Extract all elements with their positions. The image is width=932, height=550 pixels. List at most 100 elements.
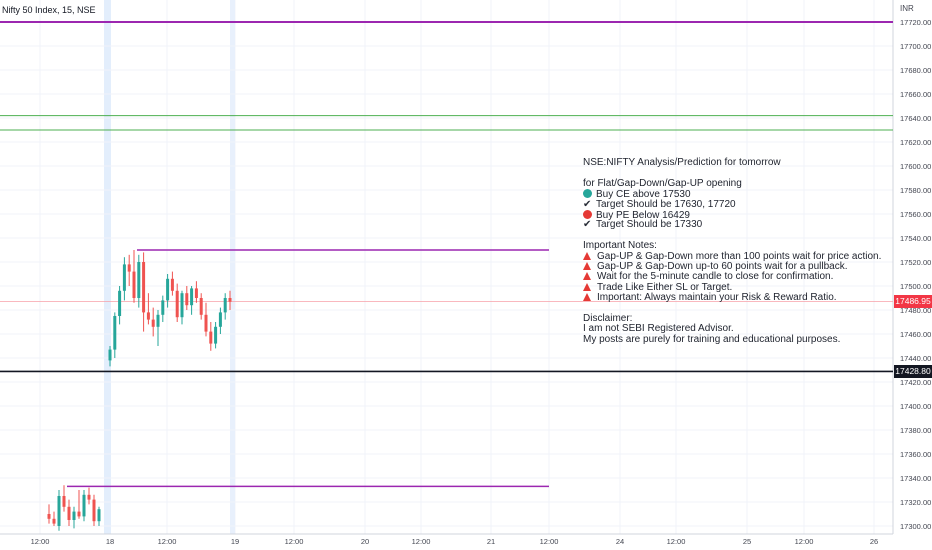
disclaimer-title: Disclaimer: xyxy=(583,312,633,324)
price-tick-label: 17440.00 xyxy=(900,354,931,363)
candle-body xyxy=(218,312,222,327)
candle-body xyxy=(132,271,136,298)
price-tick-label: 17700.00 xyxy=(900,42,931,51)
candle-body xyxy=(142,262,146,313)
time-tick-label: 20 xyxy=(361,537,369,546)
price-tick-label: 17500.00 xyxy=(900,282,931,291)
time-tick-label: 18 xyxy=(106,537,114,546)
candle-body xyxy=(67,506,71,520)
candle-body xyxy=(146,312,150,320)
candle-body xyxy=(47,514,51,519)
price-tick-label: 17460.00 xyxy=(900,330,931,339)
price-tick-label: 17300.00 xyxy=(900,522,931,531)
price-tick-label: 17340.00 xyxy=(900,474,931,483)
note-item: Gap-UP & Gap-Down more than 100 points w… xyxy=(583,251,881,262)
price-tick-label: 17660.00 xyxy=(900,90,931,99)
candle-body xyxy=(52,518,56,524)
plan-item: Buy CE above 17530 xyxy=(583,189,881,200)
candle-body xyxy=(170,278,174,291)
candle-body xyxy=(151,319,155,327)
check-mark-icon: ✔ xyxy=(583,198,592,210)
price-tick-label: 17680.00 xyxy=(900,66,931,75)
candle-body xyxy=(97,509,101,522)
price-tick-label: 17520.00 xyxy=(900,258,931,267)
candle-body xyxy=(190,288,194,306)
price-tick-label: 17620.00 xyxy=(900,138,931,147)
warning-icon xyxy=(583,272,591,281)
candle-body xyxy=(62,496,66,507)
candle-body xyxy=(82,494,86,517)
price-tick-label: 17420.00 xyxy=(900,378,931,387)
disclaimer-line: My posts are purely for training and edu… xyxy=(583,333,841,345)
session-band xyxy=(230,0,235,534)
time-tick-label: 26 xyxy=(870,537,878,546)
notes-title: Important Notes: xyxy=(583,240,657,252)
time-tick-label: 12:00 xyxy=(540,537,559,546)
time-tick-label: 12:00 xyxy=(412,537,431,546)
warning-icon xyxy=(583,282,591,291)
candle-body xyxy=(199,298,203,315)
plan-item: ✔ Target Should be 17630, 17720 xyxy=(583,198,736,210)
note-item: Trade Like Either SL or Target. xyxy=(583,282,881,293)
candle-body xyxy=(122,264,126,291)
analysis-annotation[interactable]: NSE:NIFTY Analysis/Prediction for tomorr… xyxy=(583,157,881,345)
candle-body xyxy=(161,300,165,315)
check-mark-icon: ✔ xyxy=(583,219,592,231)
candle-body xyxy=(108,349,112,361)
candle-body xyxy=(57,496,61,526)
green-circle-icon xyxy=(583,189,592,199)
plan-item: Buy PE Below 16429 xyxy=(583,209,881,221)
time-tick-label: 12:00 xyxy=(795,537,814,546)
candle-body xyxy=(166,278,170,301)
time-tick-label: 12:00 xyxy=(667,537,686,546)
candle-body xyxy=(228,298,232,302)
symbol-title[interactable]: Nifty 50 Index, 15, NSE xyxy=(2,5,96,15)
candle-body xyxy=(175,290,179,318)
price-tick-label: 17380.00 xyxy=(900,426,931,435)
candle-body xyxy=(214,326,218,344)
candle-body xyxy=(194,288,198,298)
price-tick-label: 17360.00 xyxy=(900,450,931,459)
currency-label: INR xyxy=(900,4,914,13)
candle-body xyxy=(77,511,81,517)
price-tick-label: 17720.00 xyxy=(900,18,931,27)
time-tick-label: 12:00 xyxy=(158,537,177,546)
candle-body xyxy=(223,298,227,313)
note-item: Gap-UP & Gap-Down up-to 60 points wait f… xyxy=(583,261,881,272)
candle-body xyxy=(113,316,117,350)
price-tick-label: 17560.00 xyxy=(900,210,931,219)
disclaimer-line: I am not SEBI Registered Advisor. xyxy=(583,323,734,335)
plan-item: ✔ Target Should be 17330 xyxy=(583,219,703,231)
last-price-label: 17486.95 xyxy=(894,295,932,309)
price-tick-label: 17400.00 xyxy=(900,402,931,411)
candle-body xyxy=(185,293,189,306)
red-circle-icon xyxy=(583,209,592,219)
time-tick-label: 12:00 xyxy=(285,537,304,546)
time-tick-label: 21 xyxy=(487,537,495,546)
time-tick-label: 25 xyxy=(743,537,751,546)
annotation-title: NSE:NIFTY Analysis/Prediction for tomorr… xyxy=(583,157,781,168)
candle-body xyxy=(127,264,131,272)
candle-body xyxy=(92,499,96,522)
price-tick-label: 17640.00 xyxy=(900,114,931,123)
candle-body xyxy=(204,314,208,332)
session-band xyxy=(104,0,111,534)
price-tick-label: 17600.00 xyxy=(900,162,931,171)
warning-icon xyxy=(583,293,591,302)
note-item: Important: Always maintain your Risk & R… xyxy=(583,292,881,303)
time-tick-label: 12:00 xyxy=(31,537,50,546)
time-tick-label: 24 xyxy=(616,537,624,546)
candle-body xyxy=(180,293,184,318)
price-tick-label: 17320.00 xyxy=(900,498,931,507)
warning-icon xyxy=(583,261,591,270)
candle-body xyxy=(137,262,141,298)
candle-body xyxy=(156,314,160,327)
price-tick-label: 17480.00 xyxy=(900,306,931,315)
candle-body xyxy=(72,511,76,520)
warning-icon xyxy=(583,251,591,260)
candle-body xyxy=(118,290,122,316)
price-tick-label: 17540.00 xyxy=(900,234,931,243)
marked-price-label: 17428.80 xyxy=(894,364,932,378)
note-item: Wait for the 5-minute candle to close fo… xyxy=(583,272,881,282)
